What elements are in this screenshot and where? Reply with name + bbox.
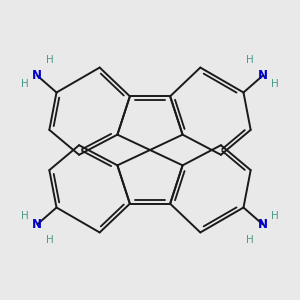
Text: H: H xyxy=(22,79,29,89)
Text: H: H xyxy=(246,55,254,65)
Text: N: N xyxy=(32,218,42,231)
Text: N: N xyxy=(258,218,268,231)
Text: H: H xyxy=(46,55,54,65)
Text: N: N xyxy=(258,69,268,82)
Text: H: H xyxy=(22,211,29,221)
Text: N: N xyxy=(32,69,42,82)
Text: H: H xyxy=(271,79,278,89)
Text: H: H xyxy=(46,235,54,245)
Text: H: H xyxy=(246,235,254,245)
Text: H: H xyxy=(271,211,278,221)
